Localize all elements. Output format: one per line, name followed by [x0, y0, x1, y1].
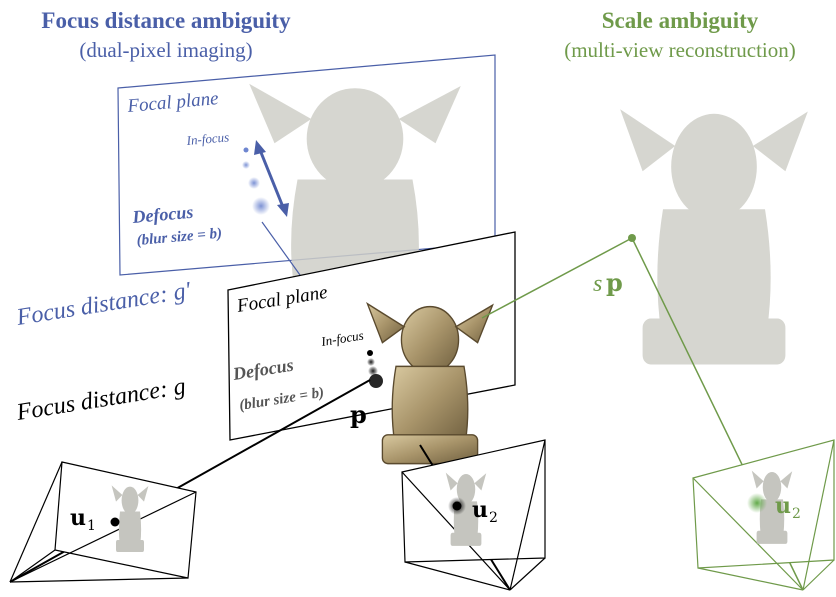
right-panel-subtitle: (multi-view reconstruction) — [564, 38, 796, 62]
near-blur-dot-2 — [368, 366, 378, 376]
far-defocus-label: Defocus — [131, 202, 195, 227]
near-in-focus-label: In-focus — [319, 327, 364, 349]
far-plane-label: Focal plane — [126, 88, 220, 117]
camera-3-label: u — [775, 493, 791, 519]
right-panel-title: Scale ambiguity — [602, 8, 759, 33]
blur-arrow-head-bottom — [277, 203, 289, 217]
ghost-statue-scaled-icon — [620, 109, 808, 365]
far-plane-leader — [261, 221, 301, 276]
camera-2-subscript: 2 — [489, 510, 498, 526]
blur-arrow-head-top — [254, 140, 266, 155]
scaled-point-p-label: p — [606, 268, 623, 297]
camera-1-label: u — [70, 505, 86, 531]
point-p-label: p — [350, 400, 367, 429]
focus-distance-far-label: Focus distance: g′ — [14, 278, 194, 331]
camera-3-blur — [747, 493, 767, 513]
far-blur-dot-1 — [242, 161, 250, 169]
near-blur-dot-1 — [367, 358, 375, 366]
focus-distance-near-label: Focus distance: g — [14, 374, 188, 427]
left-panel-subtitle: (dual-pixel imaging) — [79, 38, 252, 62]
green-ray-upper — [481, 237, 633, 319]
far-blur-dot-3 — [252, 197, 270, 215]
camera-1-point — [110, 517, 120, 527]
far-blur-label: (blur size = b) — [136, 226, 223, 249]
camera-1-frustum-icon — [9, 461, 197, 583]
near-blur-dot-3 — [369, 374, 383, 388]
scaled-point-dot — [628, 234, 636, 242]
camera-3-subscript: 2 — [792, 506, 801, 522]
near-in-focus-dot — [367, 350, 373, 356]
camera-1-subscript: 1 — [87, 518, 96, 534]
left-panel-title: Focus distance ambiguity — [41, 8, 291, 33]
far-in-focus-label: In-focus — [185, 129, 230, 148]
scaled-point-s-label: s — [593, 271, 602, 297]
camera-2-label: u — [472, 497, 488, 523]
camera-2-point — [452, 501, 462, 511]
far-in-focus-dot — [243, 147, 249, 153]
far-blur-dot-2 — [248, 177, 260, 189]
camera-2-frustum-icon — [401, 439, 546, 591]
blur-arrow — [258, 149, 285, 208]
